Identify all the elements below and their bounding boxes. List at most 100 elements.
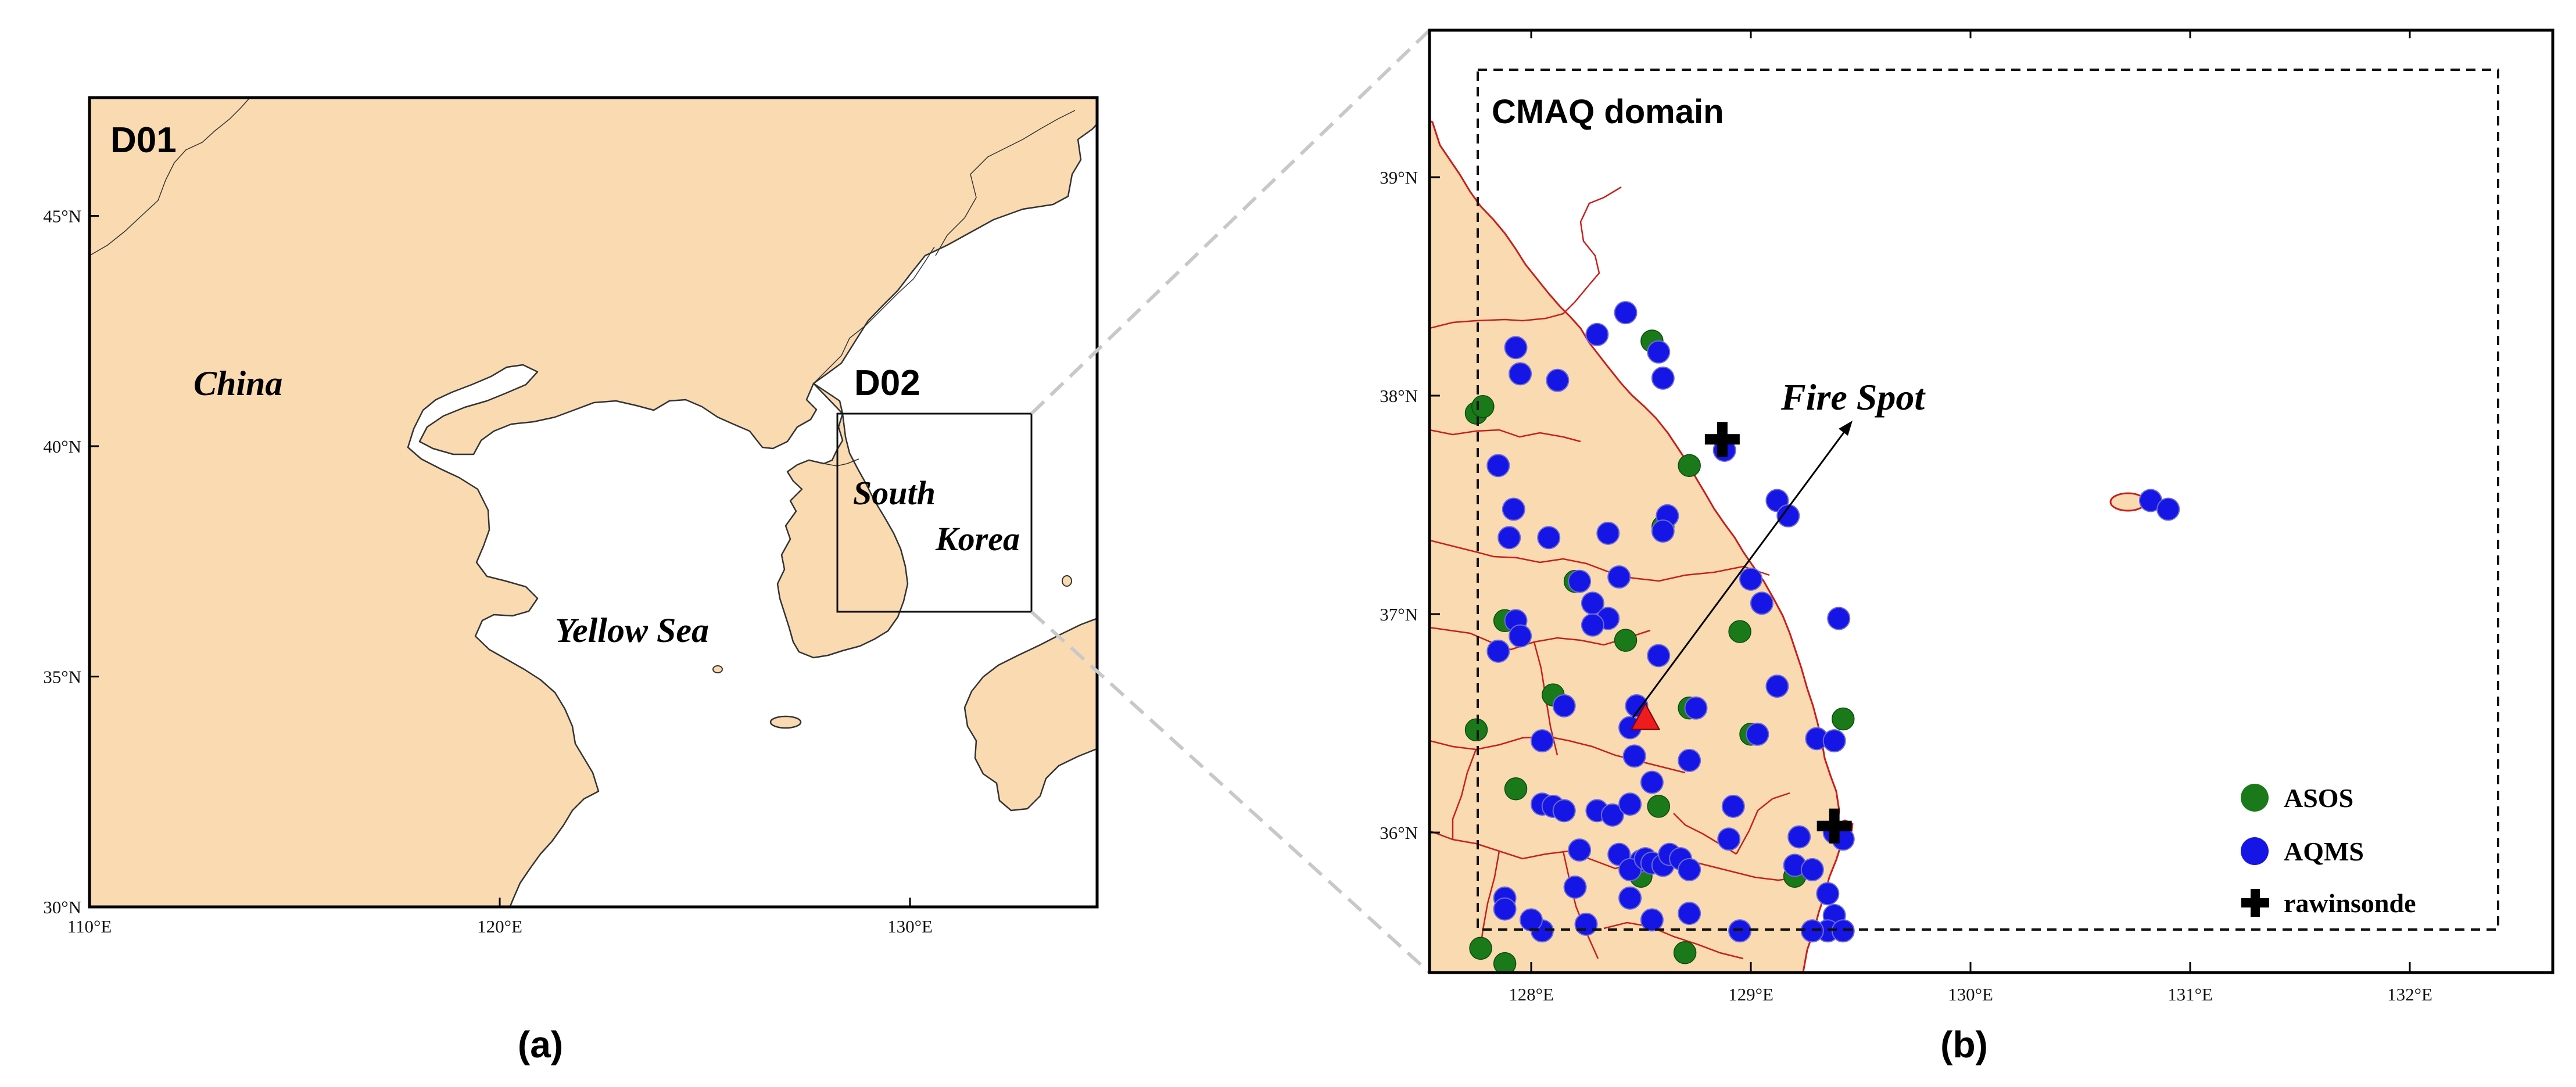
- caption-a: (a): [518, 1024, 563, 1066]
- aqms-station-marker: [1530, 729, 1554, 753]
- panel-a-frame: [88, 96, 1099, 909]
- aqms-station-marker: [1822, 729, 1846, 753]
- legend-asos-symbol: [2241, 784, 2269, 812]
- aqms-station-marker: [1750, 591, 1774, 615]
- aqms-station-marker: [1546, 368, 1570, 392]
- aqms-station-marker: [1563, 876, 1587, 899]
- aqms-station-marker: [1800, 858, 1824, 881]
- caption-b: (b): [1940, 1024, 1988, 1066]
- asos-station-marker: [1673, 941, 1697, 964]
- station-markers: [1464, 301, 2180, 973]
- rawinsonde-station-marker: [1704, 422, 1740, 457]
- aqms-station-marker: [1816, 882, 1840, 906]
- panel-b-axis-ticks: 39°N 38°N 37°N 36°N 128°E 129°E 130°E 131°E 132°…: [1380, 30, 2432, 1005]
- rawinsonde-station-marker: [1817, 808, 1852, 844]
- aqms-station-marker: [1717, 827, 1741, 851]
- zoom-connector-top: [1030, 28, 1431, 415]
- x-tick-label: 130°E: [1948, 984, 1993, 1005]
- aqms-station-marker: [1800, 919, 1824, 943]
- aqms-station-marker: [1568, 838, 1592, 862]
- aqms-station-marker: [1486, 454, 1510, 478]
- aqms-station-marker: [1497, 526, 1521, 550]
- x-tick-label: 128°E: [1509, 984, 1554, 1005]
- x-tick-label: 130°E: [887, 916, 933, 937]
- aqms-station-marker: [1765, 675, 1789, 698]
- aqms-station-marker: [1776, 504, 1800, 528]
- small-island: [1062, 575, 1072, 587]
- x-tick-label: 131°E: [2167, 984, 2213, 1005]
- asos-station-marker: [1504, 777, 1528, 801]
- korea-dmz-border: [823, 458, 859, 467]
- asos-station-marker: [1464, 718, 1488, 742]
- aqms-station-marker: [1568, 569, 1592, 593]
- fire-arrow: [1632, 426, 1849, 718]
- aqms-station-marker: [1651, 366, 1675, 390]
- y-tick-label: 40°N: [43, 436, 81, 457]
- legend-rawinsonde-label: rawinsonde: [2284, 888, 2416, 918]
- legend: ASOS AQMS rawinsonde: [2241, 783, 2416, 918]
- aqms-station-marker: [1721, 794, 1745, 818]
- aqms-station-marker: [1596, 521, 1620, 545]
- aqms-station-marker: [1614, 301, 1638, 325]
- aqms-station-marker: [1618, 792, 1642, 816]
- y-tick-label: 30°N: [43, 897, 81, 917]
- yellow-sea-label: Yellow Sea: [555, 611, 709, 650]
- aqms-station-marker: [1678, 748, 1701, 772]
- aqms-station-marker: [1552, 799, 1576, 823]
- panel-b-frame: [1428, 28, 2554, 974]
- aqms-station-marker: [1618, 886, 1642, 910]
- aqms-station-marker: [1728, 919, 1752, 943]
- aqms-station-marker: [1509, 362, 1532, 386]
- y-tick-label: 36°N: [1380, 823, 1418, 843]
- x-tick-label: 129°E: [1728, 984, 1774, 1005]
- fire-spot-marker: [1630, 702, 1661, 730]
- asos-station-marker: [1678, 454, 1701, 478]
- aqms-station-marker: [1651, 519, 1675, 543]
- aqms-station-marker: [1647, 340, 1671, 364]
- asos-station-marker: [1493, 952, 1517, 973]
- jeju-island: [769, 715, 802, 729]
- small-island: [712, 665, 723, 673]
- x-tick-label: 132°E: [2387, 984, 2432, 1005]
- aqms-station-marker: [1574, 912, 1598, 936]
- aqms-station-marker: [1486, 639, 1510, 663]
- legend-asos-label: ASOS: [2284, 783, 2353, 813]
- korea-peninsula-land: [776, 382, 909, 659]
- asos-station-marker: [1471, 395, 1495, 418]
- china-russia-border: [935, 110, 1076, 256]
- panel-a-map: D01 D02 China Yellow Sea South Korea 45°…: [43, 96, 1099, 1066]
- mainland-asia-land: [89, 98, 1097, 907]
- asos-station-marker: [1614, 629, 1638, 652]
- y-tick-label: 35°N: [43, 667, 81, 687]
- aqms-station-marker: [1647, 644, 1671, 668]
- aqms-station-marker: [1787, 825, 1811, 849]
- zoom-connector-bottom: [1030, 610, 1431, 974]
- china-korea-border: [813, 246, 935, 384]
- y-tick-label: 38°N: [1380, 386, 1418, 406]
- aqms-station-marker: [1585, 322, 1609, 346]
- fire-spot-label: Fire Spot: [1780, 376, 1926, 418]
- fire-arrow-head: [1839, 421, 1853, 436]
- asos-station-marker: [1728, 620, 1751, 643]
- d02-box: [836, 412, 1033, 613]
- aqms-station-marker: [2156, 497, 2180, 521]
- cmaq-domain-label: CMAQ domain: [1492, 93, 1724, 131]
- aqms-station-marker: [1622, 744, 1646, 768]
- aqms-station-marker: [1739, 567, 1762, 591]
- legend-aqms-label: AQMS: [2284, 837, 2364, 866]
- aqms-station-marker: [1678, 858, 1701, 881]
- y-tick-label: 39°N: [1380, 167, 1418, 188]
- japan-land: [963, 618, 1097, 812]
- aqms-station-marker: [1831, 919, 1855, 943]
- aqms-station-marker: [1640, 770, 1664, 794]
- china-label: China: [194, 364, 282, 403]
- mongolia-border: [89, 98, 250, 256]
- asos-station-marker: [1832, 707, 1855, 731]
- aqms-station-marker: [1520, 908, 1543, 932]
- aqms-station-marker: [1581, 613, 1604, 637]
- cmaq-domain-box: [1477, 69, 2499, 931]
- aqms-station-marker: [1552, 694, 1576, 718]
- d01-label: D01: [110, 120, 177, 160]
- south-label: South: [853, 474, 936, 512]
